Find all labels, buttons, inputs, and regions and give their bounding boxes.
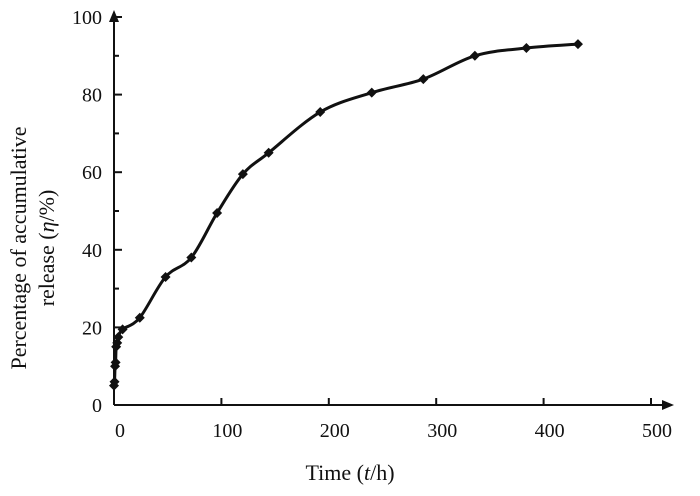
- x-axis-title-var: t: [364, 460, 371, 485]
- axes: [109, 10, 674, 410]
- series-0: [109, 39, 583, 391]
- y-tick-label: 80: [82, 85, 102, 107]
- y-axis-title-line2-suffix: /%): [34, 190, 59, 222]
- data-point-marker: [572, 39, 583, 50]
- markers: [109, 39, 583, 391]
- y-tick-label: 60: [82, 162, 102, 184]
- y-axis-title-line2-var: η: [34, 221, 59, 232]
- data-point-marker: [263, 147, 274, 158]
- data-point-marker: [160, 271, 171, 282]
- x-axis-title-prefix: Time (: [305, 460, 363, 485]
- x-tick-label: 500: [642, 420, 672, 442]
- data-point-marker: [366, 87, 377, 98]
- x-axis-title: Time (t/h): [305, 460, 394, 485]
- x-tick-label: 100: [212, 420, 242, 442]
- data-point-marker: [117, 324, 128, 335]
- y-axis-title-line2: release (η/%): [34, 190, 59, 307]
- y-tick-label: 40: [82, 240, 102, 262]
- y-axis-title-line1: Percentage of accumulative: [6, 126, 31, 369]
- data-point-marker: [469, 50, 480, 61]
- y-axis-title-line2-prefix: release (: [34, 232, 59, 306]
- data-point-marker: [237, 169, 248, 180]
- y-tick-label: 100: [72, 7, 102, 29]
- data-point-marker: [109, 376, 120, 387]
- data-point-marker: [113, 332, 124, 343]
- data-point-marker: [212, 207, 223, 218]
- data-point-marker: [134, 312, 145, 323]
- y-axis-title: Percentage of accumulative release (η/%): [6, 126, 59, 369]
- data-point-marker: [418, 74, 429, 85]
- x-axis-arrow: [662, 400, 674, 410]
- x-tick-label: 400: [535, 420, 565, 442]
- x-tick-label: 200: [320, 420, 350, 442]
- x-tick-label: 300: [427, 420, 457, 442]
- x-ticks: 0 100 200 300 400 500: [113, 398, 672, 442]
- data-point-marker: [186, 252, 197, 263]
- data-point-marker: [110, 357, 121, 368]
- y-tick-label: 20: [82, 317, 102, 339]
- x-tick-label: 0: [115, 420, 125, 442]
- x-axis-title-suffix: /h): [370, 460, 394, 485]
- y-tick-label: 0: [92, 395, 102, 417]
- data-point-marker: [315, 107, 326, 118]
- data-point-marker: [521, 43, 532, 54]
- series-line: [112, 42, 580, 388]
